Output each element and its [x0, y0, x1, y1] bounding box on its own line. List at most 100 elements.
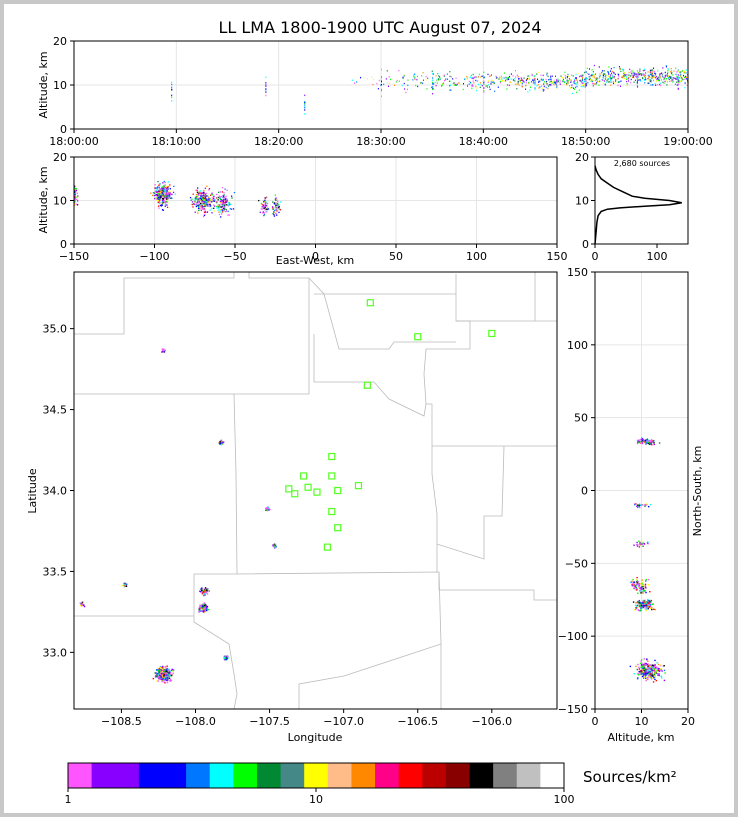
ew-source: [219, 205, 221, 208]
time-altitude-source: [607, 71, 609, 73]
time-altitude-source: [593, 64, 595, 67]
plan-source: [159, 678, 162, 681]
ns-source: [658, 673, 660, 675]
time-altitude-source: [623, 75, 625, 78]
time-altitude-source: [591, 79, 593, 81]
time-altitude-source: [443, 75, 445, 77]
plan-source: [199, 604, 201, 607]
plan-source: [266, 507, 269, 510]
time-altitude-source: [432, 79, 434, 81]
ew-source: [213, 198, 215, 200]
ew-source: [277, 204, 279, 206]
ew-source: [158, 193, 161, 196]
plan-source: [171, 669, 174, 672]
plan-source: [218, 441, 221, 443]
time-altitude-source: [684, 82, 686, 84]
ew-source: [276, 214, 278, 216]
time-altitude-source: [582, 78, 584, 81]
time-altitude-source: [437, 72, 439, 75]
ew-source: [166, 196, 168, 198]
time-altitude-source: [671, 79, 673, 81]
time-altitude-source: [572, 92, 574, 95]
time-altitude-source: [550, 76, 552, 79]
time-altitude-source: [422, 82, 424, 85]
time-altitude-source: [517, 80, 519, 83]
p5-xtick-label: 10: [635, 715, 649, 728]
plan-source: [202, 609, 205, 612]
ew-source: [221, 209, 224, 211]
time-altitude-source: [579, 79, 581, 82]
time-altitude-source: [265, 84, 267, 86]
ns-source: [641, 604, 644, 606]
ew-source: [159, 198, 161, 200]
ew-source: [265, 205, 267, 207]
time-altitude-source: [662, 81, 664, 83]
ns-source: [661, 670, 663, 672]
time-altitude-source: [619, 81, 621, 83]
plan-source: [205, 605, 207, 607]
plan-source: [165, 670, 168, 673]
time-altitude-source: [550, 80, 552, 82]
ns-source: [633, 503, 636, 506]
plan-source: [220, 442, 222, 444]
plan-source: [222, 441, 225, 443]
plan-source: [161, 672, 163, 674]
time-altitude-source: [659, 76, 661, 79]
time-altitude-source: [602, 74, 604, 77]
time-altitude-source: [679, 81, 681, 83]
time-altitude-source: [304, 106, 306, 108]
time-altitude-source: [437, 78, 439, 80]
time-altitude-source: [669, 80, 671, 83]
plan-source: [159, 674, 161, 676]
time-altitude-source: [378, 79, 380, 82]
plan-source: [163, 677, 166, 680]
time-altitude-source: [487, 80, 489, 82]
ew-source: [227, 202, 230, 204]
time-altitude-source: [640, 74, 642, 76]
time-altitude-source: [438, 79, 440, 81]
time-altitude-source: [647, 74, 649, 77]
ew-source: [223, 196, 226, 198]
plan-source: [200, 590, 202, 593]
ns-source: [651, 608, 653, 611]
time-altitude-source: [638, 74, 640, 76]
plan-source: [198, 609, 200, 611]
time-altitude-source: [679, 80, 681, 82]
time-altitude-source: [661, 74, 663, 76]
time-altitude-source: [441, 85, 443, 87]
time-altitude-source: [685, 78, 687, 80]
ns-source: [642, 671, 644, 673]
time-altitude-source: [542, 90, 544, 92]
ew-source: [195, 196, 197, 198]
time-altitude-source: [599, 73, 601, 75]
plan-source: [166, 681, 169, 684]
ns-source: [632, 585, 634, 587]
time-altitude-source: [538, 81, 540, 83]
ns-source: [643, 442, 645, 444]
ew-source: [266, 208, 268, 211]
time-altitude-source: [630, 75, 632, 77]
plan-source: [162, 668, 165, 670]
ns-source: [652, 676, 655, 678]
time-altitude-source: [618, 66, 620, 68]
time-altitude-source: [381, 80, 382, 83]
ew-source: [161, 202, 163, 204]
ew-source: [203, 193, 205, 195]
ew-source: [202, 198, 204, 200]
time-altitude-source: [617, 77, 619, 80]
ew-source: [211, 192, 213, 194]
time-altitude-source: [462, 88, 464, 91]
ew-source: [219, 211, 222, 213]
time-altitude-source: [592, 74, 594, 77]
station-marker: [328, 507, 336, 516]
time-altitude-source: [623, 72, 625, 75]
ew-source: [277, 203, 279, 206]
time-altitude-source: [569, 87, 571, 89]
time-altitude-source: [551, 81, 553, 83]
ns-source: [644, 441, 646, 443]
time-altitude-source: [685, 76, 687, 79]
time-altitude-source: [581, 82, 583, 84]
time-altitude-source: [495, 75, 497, 78]
time-altitude-source: [575, 83, 577, 86]
